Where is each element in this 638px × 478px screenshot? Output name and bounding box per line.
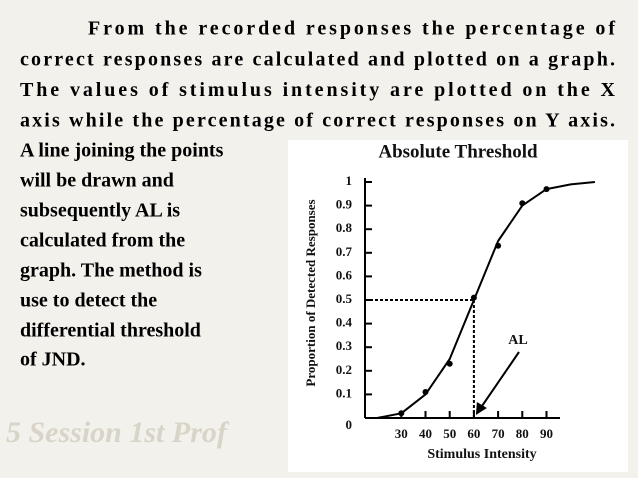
side-text-line: graph. The method is: [20, 260, 202, 282]
annotation-arrowhead: [475, 402, 487, 415]
x-tick-label: 50: [443, 426, 456, 441]
data-point: [519, 200, 526, 207]
annotation-arrow: [477, 351, 520, 413]
side-text-line: will be drawn and: [20, 170, 174, 192]
y-tick-label: 1: [346, 173, 353, 188]
y-tick-label: 0.7: [336, 244, 353, 259]
x-tick-label: 70: [492, 426, 505, 441]
side-text-line: A line joining the points: [20, 140, 224, 162]
paragraph-line: correct responses are calculated and plo…: [20, 48, 615, 70]
y-tick-label: 0.8: [336, 220, 353, 235]
watermark: 5 Session 1st Prof: [6, 416, 230, 449]
y-tick-label: 0: [346, 417, 353, 432]
y-tick-label: 0.1: [336, 385, 352, 400]
x-tick-label: 40: [419, 426, 432, 441]
data-point: [446, 360, 453, 367]
y-tick-label: 0.9: [336, 197, 353, 212]
side-text-line: differential threshold: [20, 320, 201, 342]
side-text-line: of JND.: [20, 349, 86, 371]
data-point: [422, 389, 429, 396]
x-tick-label: 30: [395, 426, 408, 441]
x-tick-label: 80: [516, 426, 529, 441]
data-point: [543, 186, 550, 193]
x-tick-label: 60: [467, 426, 480, 441]
annotation: AL: [508, 333, 527, 348]
x-tick-label: 90: [540, 426, 553, 441]
data-point: [495, 242, 502, 249]
y-axis-label: Proportion of Detected Responses: [303, 199, 318, 386]
y-tick-label: 0.4: [336, 315, 353, 330]
x-axis-label: Stimulus Intensity: [427, 447, 536, 462]
side-text-line: calculated from the: [20, 230, 185, 252]
side-text-line: use to detect the: [20, 290, 157, 312]
side-text-line: subsequently AL is: [20, 200, 180, 222]
chart-background: [288, 140, 628, 472]
y-tick-label: 0.6: [336, 267, 353, 282]
y-tick-label: 0.3: [336, 338, 353, 353]
paragraph-line: The values of stimulus intensity are plo…: [20, 79, 616, 101]
data-point: [398, 410, 405, 417]
y-tick-label: 0.2: [336, 362, 352, 377]
chart-title: Absolute Threshold: [378, 141, 538, 162]
curve: [376, 181, 595, 419]
y-tick-label: 0.5: [336, 291, 353, 306]
paragraph-line: From the recorded responses the percenta…: [88, 18, 615, 40]
paragraph-line: axis while the percentage of correct res…: [20, 110, 615, 132]
